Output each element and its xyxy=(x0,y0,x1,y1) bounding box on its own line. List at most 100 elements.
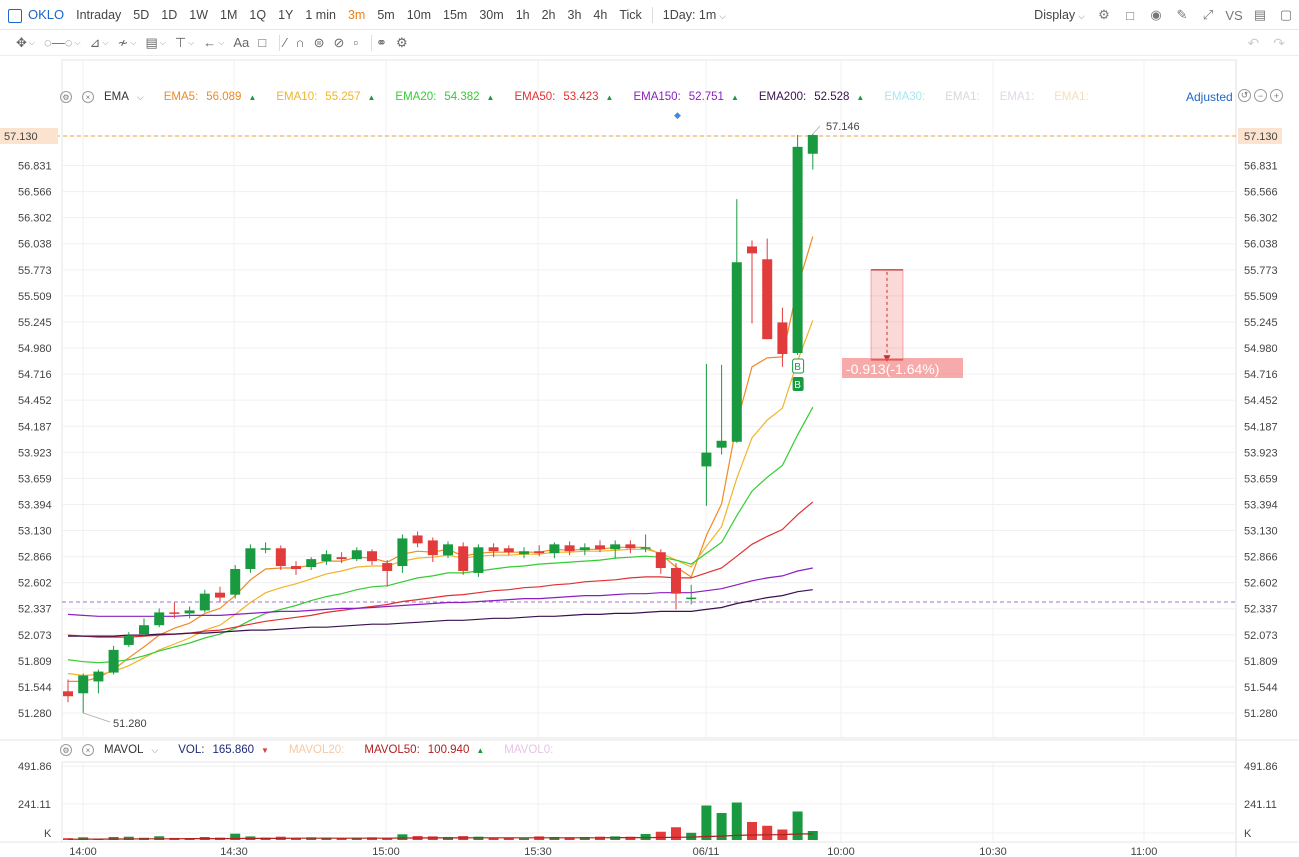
link-icon[interactable]: ⚭ xyxy=(376,34,387,50)
price-tick-right: 51.544 xyxy=(1244,682,1278,694)
tf-5d[interactable]: 5D xyxy=(133,7,150,22)
vol-legend-item[interactable]: VOL: 165.860 ▼ xyxy=(178,744,269,756)
ema-legend-faded-item[interactable]: EMA1: xyxy=(945,91,980,103)
add-icon[interactable]: + xyxy=(1270,89,1283,102)
tf-3h[interactable]: 3h xyxy=(567,7,582,22)
range-selector[interactable]: 1Day: 1m ⌵ xyxy=(657,8,732,22)
price-tick-left: 54.716 xyxy=(18,369,52,381)
ema-legend-value: 56.089 xyxy=(206,91,242,103)
ema-legend-item[interactable]: EMA20: 54.382 ▲ xyxy=(395,91,494,103)
candle-body xyxy=(458,546,469,571)
ema-name-label: EMA xyxy=(104,91,129,103)
price-tick-left: 56.302 xyxy=(18,213,52,225)
redo-icon[interactable]: ↷ xyxy=(1273,34,1285,51)
fib-tool-icon[interactable]: ⊤ ⌵ xyxy=(174,34,195,50)
channel-tool-icon[interactable]: ⊿ ⌵ xyxy=(89,34,109,50)
volume-tick-left: K xyxy=(44,828,52,840)
vol-legend-value: 165.860 xyxy=(212,744,255,756)
candle-body xyxy=(351,550,362,560)
ema-legend-item[interactable]: EMA10: 55.257 ▲ xyxy=(276,91,375,103)
toolbar-settings-icon[interactable]: ⚙ xyxy=(395,34,408,50)
settings-gear-icon[interactable]: ⚙ xyxy=(1098,7,1110,22)
volume-bar xyxy=(397,834,408,840)
ema-close-icon[interactable]: × xyxy=(82,91,94,103)
arrow-tool-icon[interactable]: ← ⌵ xyxy=(203,35,225,50)
candle-body xyxy=(230,568,241,595)
measure-tool-icon[interactable]: ▤ ⌵ xyxy=(145,34,166,50)
price-tick-left: 56.831 xyxy=(18,160,52,172)
ema-name[interactable]: EMA ⌵ xyxy=(104,91,144,103)
time-tick: 15:30 xyxy=(524,846,552,857)
trash-icon[interactable]: ▫ xyxy=(353,35,359,50)
vol-close-icon[interactable]: × xyxy=(82,744,94,756)
ema-legend-faded-item[interactable]: EMA30: xyxy=(884,91,926,103)
tf-3m[interactable]: 3m xyxy=(347,7,366,22)
magnet-icon[interactable]: ∩ xyxy=(295,35,305,50)
tf-1h[interactable]: 1h xyxy=(515,7,530,22)
tf-4h[interactable]: 4h xyxy=(593,7,608,22)
question-icon[interactable]: ▢ xyxy=(1279,7,1293,22)
price-tick-right: 56.831 xyxy=(1244,160,1278,172)
tf-1w[interactable]: 1W xyxy=(189,7,209,22)
symbol-selector[interactable]: OKLO xyxy=(0,7,70,23)
tf-1min[interactable]: 1 min xyxy=(305,7,336,22)
tf-10m[interactable]: 10m xyxy=(406,7,432,22)
candle-body xyxy=(199,593,210,611)
ema-legend-faded-item[interactable]: EMA1: xyxy=(1054,91,1089,103)
pattern-tool-icon[interactable]: ≁ ⌵ xyxy=(117,34,137,50)
high-leader-line xyxy=(812,125,821,135)
vol-legend-label: MAVOL50: xyxy=(364,744,420,756)
ema-legend-faded-item[interactable]: EMA1: xyxy=(999,91,1035,103)
price-tick-left: 53.923 xyxy=(18,447,52,459)
layout-square-icon[interactable]: □ xyxy=(1126,7,1134,23)
adjusted-toggle[interactable]: Adjusted xyxy=(1186,90,1233,104)
tf-1y[interactable]: 1Y xyxy=(278,7,294,22)
tf-intraday[interactable]: Intraday xyxy=(76,7,122,22)
ema-settings-icon[interactable]: ⚙ xyxy=(60,91,72,103)
camera-icon[interactable]: ◉ xyxy=(1150,7,1162,22)
tf-1d[interactable]: 1D xyxy=(161,7,178,22)
mavol-name[interactable]: MAVOL ⌵ xyxy=(104,744,158,756)
ema-legend-item[interactable]: EMA200: 52.528 ▲ xyxy=(759,91,864,103)
price-tick-right: 53.394 xyxy=(1244,499,1278,511)
candle-body xyxy=(777,322,788,354)
book-icon[interactable]: ▤ xyxy=(1253,7,1267,22)
vol-legend-item[interactable]: MAVOL50: 100.940 ▲ xyxy=(364,744,484,756)
measure-tool[interactable]: ▼-0.913(-1.64%) xyxy=(842,269,963,378)
text-tool-icon[interactable]: Aa xyxy=(233,35,250,50)
tf-2h[interactable]: 2h xyxy=(541,7,556,22)
segment-line-icon[interactable]: ◌—◌ ⌵ xyxy=(43,35,81,50)
vol-settings-icon[interactable]: ⚙ xyxy=(60,744,72,756)
crosshair-move-icon[interactable]: ✥ ⌵ xyxy=(16,34,35,50)
lock-drawing-icon[interactable]: ⊜ xyxy=(313,34,325,50)
ema-legend-item[interactable]: EMA150: 52.751 ▲ xyxy=(633,91,738,103)
compare-vs-button[interactable]: VS xyxy=(1225,7,1243,23)
reset-icon[interactable]: ↺ xyxy=(1238,89,1251,102)
tf-1m[interactable]: 1M xyxy=(220,7,238,22)
minimize-icon[interactable]: − xyxy=(1254,89,1267,102)
price-tick-right: 55.509 xyxy=(1244,291,1278,303)
tf-15m[interactable]: 15m xyxy=(443,7,468,22)
undo-icon[interactable]: ↶ xyxy=(1247,34,1260,51)
fullscreen-icon[interactable]: ⤢ xyxy=(1202,7,1214,22)
ema-legend-item[interactable]: EMA50: 53.423 ▲ xyxy=(514,91,613,103)
ema-legend-label: EMA10: xyxy=(276,91,318,103)
tf-5m[interactable]: 5m xyxy=(377,7,395,22)
comment-icon[interactable]: □ xyxy=(258,35,267,50)
candle-body xyxy=(640,547,651,549)
price-tick-right: 55.773 xyxy=(1244,265,1278,277)
hide-drawing-icon[interactable]: ⊘ xyxy=(333,34,345,50)
display-menu[interactable]: Display ⌵ xyxy=(1028,8,1091,22)
vol-legend-item[interactable]: MAVOL20: xyxy=(289,744,344,756)
ruler-icon[interactable]: ∕ xyxy=(284,35,287,50)
pencil-icon[interactable]: ✎ xyxy=(1176,7,1188,22)
vol-legend-item[interactable]: MAVOL0: xyxy=(504,744,553,756)
time-tick: 14:30 xyxy=(220,846,248,857)
tf-1q[interactable]: 1Q xyxy=(249,7,267,22)
tf-tick[interactable]: Tick xyxy=(619,7,642,22)
ema-legend-item[interactable]: EMA5: 56.089 ▲ xyxy=(164,91,257,103)
volume-bar xyxy=(336,838,347,840)
tf-30m[interactable]: 30m xyxy=(479,7,504,22)
candle-body xyxy=(564,545,575,552)
